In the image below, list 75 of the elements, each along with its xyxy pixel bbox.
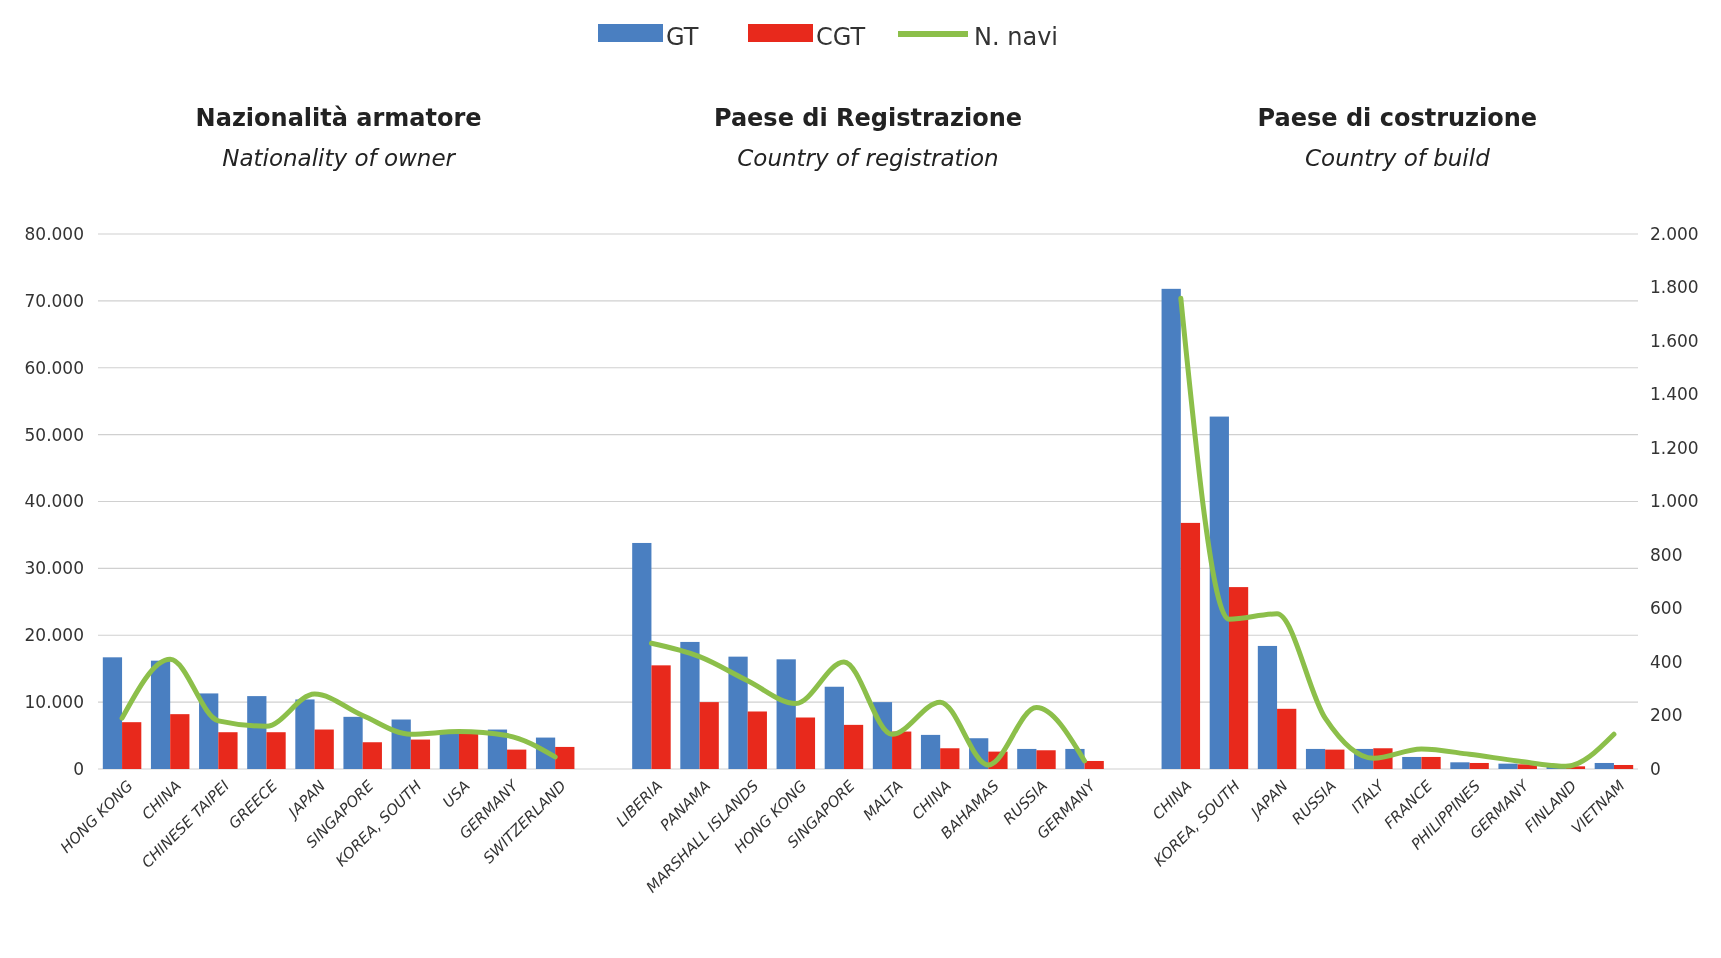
y2-tick-label: 1.400 bbox=[1650, 384, 1699, 405]
y-tick-label: 80.000 bbox=[24, 223, 84, 244]
bar bbox=[843, 724, 864, 769]
bar bbox=[507, 749, 527, 769]
y2-tick-label: 1.000 bbox=[1650, 491, 1699, 512]
bar bbox=[1277, 708, 1297, 769]
bar bbox=[1421, 756, 1441, 769]
bar bbox=[1084, 760, 1104, 769]
bar bbox=[343, 716, 363, 769]
bar bbox=[314, 729, 334, 769]
y-tick-label: 20.000 bbox=[24, 625, 84, 646]
bar bbox=[295, 699, 315, 769]
bar bbox=[102, 657, 123, 769]
bar bbox=[170, 714, 190, 769]
bar bbox=[247, 696, 267, 769]
text: Nationality of owner bbox=[222, 145, 457, 171]
bar bbox=[1036, 750, 1056, 769]
bar bbox=[1594, 762, 1614, 769]
y2-tick-label: 400 bbox=[1650, 651, 1683, 672]
bar bbox=[1498, 763, 1518, 769]
y2-tick-label: 800 bbox=[1650, 544, 1683, 565]
y-tick-label: 40.000 bbox=[24, 491, 84, 512]
bar bbox=[776, 659, 796, 769]
bar bbox=[1161, 288, 1181, 769]
text: Paese di Registrazione bbox=[713, 104, 1023, 132]
y-tick-label: 60.000 bbox=[24, 357, 84, 378]
legend-label: CGT bbox=[816, 23, 866, 52]
bar bbox=[892, 731, 912, 769]
y-tick-label: 70.000 bbox=[24, 290, 84, 311]
text: Country of registration bbox=[737, 145, 999, 171]
bar bbox=[1305, 748, 1326, 769]
bar bbox=[1228, 587, 1249, 769]
y-tick-label: 30.000 bbox=[24, 558, 84, 579]
bar bbox=[651, 665, 671, 769]
y2-tick-label: 1.200 bbox=[1650, 437, 1699, 458]
bar bbox=[150, 660, 171, 769]
bar bbox=[1402, 756, 1422, 769]
y-tick-label: 10.000 bbox=[24, 692, 84, 713]
bar bbox=[1180, 522, 1201, 769]
text: Nazionalità armatore bbox=[195, 104, 482, 132]
bar bbox=[699, 702, 719, 769]
legend-label: GT bbox=[666, 23, 699, 52]
bar bbox=[1613, 764, 1634, 769]
bar bbox=[940, 748, 960, 769]
y2-tick-label: 600 bbox=[1650, 598, 1683, 619]
text: Country of build bbox=[1305, 145, 1491, 171]
bar bbox=[122, 722, 142, 769]
legend-label: N. navi bbox=[974, 23, 1058, 52]
bar bbox=[1017, 748, 1037, 769]
bar bbox=[362, 742, 382, 769]
bar bbox=[747, 711, 767, 769]
bar bbox=[458, 732, 479, 769]
bar bbox=[410, 739, 431, 769]
bar bbox=[1325, 749, 1345, 769]
bar bbox=[728, 656, 748, 769]
bar bbox=[824, 686, 844, 769]
bar bbox=[555, 746, 575, 769]
y-tick-label: 50.000 bbox=[24, 424, 84, 445]
bar bbox=[680, 641, 700, 769]
bar bbox=[1209, 416, 1229, 769]
bar bbox=[920, 734, 941, 769]
y2-tick-label: 1.600 bbox=[1650, 330, 1699, 351]
bar bbox=[632, 542, 652, 769]
y-tick-label: 0 bbox=[73, 758, 84, 779]
y2-tick-label: 200 bbox=[1650, 705, 1683, 726]
bar bbox=[795, 717, 816, 769]
bar bbox=[266, 732, 286, 769]
y2-tick-label: 1.800 bbox=[1650, 277, 1699, 298]
bar bbox=[218, 732, 238, 769]
bar bbox=[1257, 645, 1278, 769]
y2-tick-label: 0 bbox=[1650, 758, 1661, 779]
bar bbox=[1450, 762, 1470, 769]
y2-tick-label: 2.000 bbox=[1650, 223, 1699, 244]
bar bbox=[1469, 762, 1489, 769]
text: Paese di costruzione bbox=[1257, 104, 1538, 132]
